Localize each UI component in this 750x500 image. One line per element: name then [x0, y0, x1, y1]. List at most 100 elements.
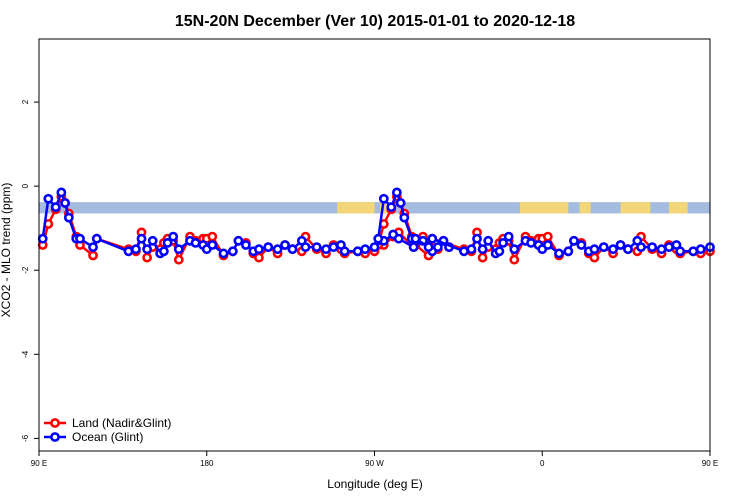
ocean-data-point [173, 244, 184, 255]
ocean-data-point [311, 242, 322, 253]
ocean-data-point [393, 233, 404, 244]
ocean-data-point [88, 242, 98, 253]
ocean-data-point [695, 244, 706, 255]
land-band-segment [579, 202, 591, 214]
ocean-data-point [56, 187, 67, 198]
legend: Land (Nadir&Glint)Ocean (Glint) [44, 416, 171, 444]
ocean-data-point [459, 246, 469, 257]
x-axis: 90 E 180 90 W 0 90 E [31, 451, 718, 468]
ocean-data-point [227, 246, 238, 257]
y-tick-label: -2 [21, 266, 30, 274]
ocean-data-point [399, 212, 410, 223]
y-axis: 2 0 -2 -4 -6 [21, 99, 39, 442]
ocean-data-point [589, 244, 600, 255]
ocean-data-point [272, 244, 283, 255]
ocean-data-point [142, 244, 153, 255]
ocean-data-point [542, 240, 553, 250]
y-tick-label: -6 [21, 434, 30, 442]
plot-area [37, 187, 715, 265]
ocean-data-point [423, 242, 434, 253]
ocean-data-point [369, 242, 380, 253]
ocean-data-point [656, 244, 667, 255]
ocean-data-point [300, 242, 311, 253]
ocean-data-point [168, 231, 179, 242]
y-tick-label: -4 [21, 350, 30, 358]
land-data-point [509, 254, 520, 265]
ocean-data-point [328, 242, 339, 253]
ocean-data-point [598, 242, 609, 253]
ocean-data-point [63, 212, 74, 223]
ocean-data-point [321, 244, 331, 255]
land-data-point [88, 250, 98, 261]
legend-label-land: Land (Nadir&Glint) [72, 416, 171, 430]
ocean-data-point [472, 233, 482, 244]
ocean-data-point [608, 244, 618, 255]
ocean-data-point [91, 233, 102, 244]
ocean-data-point [378, 193, 389, 204]
ocean-data-point [254, 244, 264, 255]
land-band-segment [380, 202, 390, 214]
ocean-data-point [339, 246, 350, 257]
ocean-data-point [623, 244, 633, 255]
ocean-data-point [207, 240, 218, 250]
legend-marker-land [50, 418, 60, 428]
ocean-data-point [131, 244, 141, 255]
legend-marker-ocean [50, 432, 60, 442]
ocean-data-point [123, 246, 134, 257]
ocean-data-point [386, 202, 397, 213]
ocean-data-point [615, 240, 626, 250]
ocean-data-point [494, 246, 505, 257]
ocean-data-point [432, 242, 443, 253]
ocean-data-point [410, 233, 421, 244]
ocean-data-point [408, 242, 419, 253]
ocean-data-point [280, 240, 290, 250]
ocean-data-point [636, 242, 646, 253]
land-band-segment [668, 202, 688, 214]
ocean-data-point [675, 246, 686, 257]
ocean-data-point [233, 235, 244, 246]
ocean-data-point [509, 244, 520, 255]
x-axis-label: Longitude (deg E) [327, 477, 422, 491]
ocean-data-point [526, 237, 536, 248]
ocean-data-point [50, 202, 61, 213]
ocean-data-point [466, 244, 477, 255]
ocean-data-point [503, 231, 514, 242]
ocean-data-point [576, 240, 587, 250]
y-axis-label: XCO2 - MLO trend (ppm) [0, 183, 13, 318]
ocean-data-point [147, 235, 158, 246]
ocean-data-point [43, 193, 54, 204]
ocean-data-point [391, 187, 402, 198]
land-band-segment [519, 202, 569, 214]
ocean-data-point [352, 246, 363, 257]
ocean-data-point [647, 242, 658, 253]
x-tick-label: 90 W [365, 459, 384, 468]
land-data-point [142, 252, 153, 263]
ocean-data-point [477, 244, 488, 255]
y-tick-label: 2 [21, 99, 30, 104]
land-band-segment [337, 202, 375, 214]
chart-title: 15N-20N December (Ver 10) 2015-01-01 to … [175, 13, 575, 30]
x-tick-label: 180 [200, 459, 214, 468]
ocean-data-point [554, 248, 564, 259]
ocean-data-point [136, 233, 147, 244]
ocean-data-point [563, 246, 574, 257]
y-tick-label: 0 [21, 183, 30, 188]
ocean-data-point [427, 233, 438, 244]
ocean-data-point [569, 235, 579, 246]
land-band-segment [620, 202, 651, 214]
ocean-data-point [37, 233, 48, 244]
land-data-point [477, 252, 488, 263]
land-data-point [173, 254, 184, 265]
land-data-point [207, 231, 218, 242]
legend-label-ocean: Ocean (Glint) [72, 430, 143, 444]
ocean-data-point [373, 233, 384, 244]
x-tick-label: 90 E [702, 459, 718, 468]
ocean-data-point [483, 235, 494, 246]
ocean-data-point [240, 240, 251, 250]
x-tick-label: 90 E [31, 459, 47, 468]
ocean-data-point [395, 198, 406, 208]
ocean-data-point [688, 246, 699, 257]
ocean-data-point [60, 198, 70, 208]
ocean-data-point [75, 233, 85, 244]
